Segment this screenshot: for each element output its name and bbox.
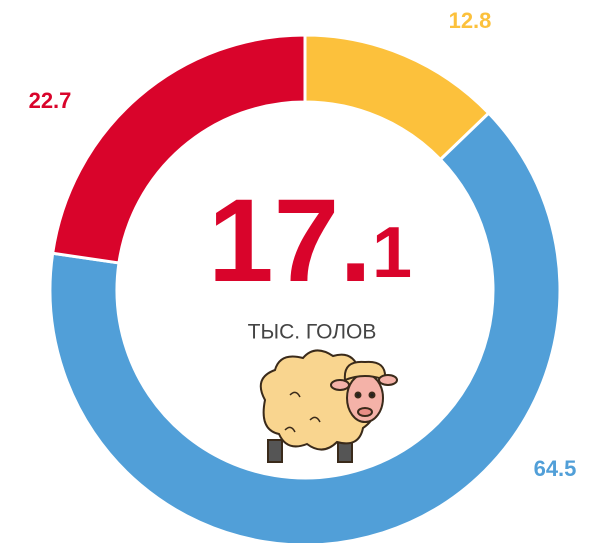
- center-value: 17.1: [208, 175, 412, 307]
- value-label: 12.8: [449, 8, 492, 33]
- value-label: 22.7: [29, 88, 72, 113]
- value-label: 64.5: [534, 456, 577, 481]
- donut: [48, 33, 562, 543]
- center-label: ТЫС. ГОЛОВ: [248, 321, 377, 344]
- donut-segment: [50, 33, 307, 265]
- donut-segment: [48, 110, 562, 543]
- sheep-icon: [259, 349, 398, 463]
